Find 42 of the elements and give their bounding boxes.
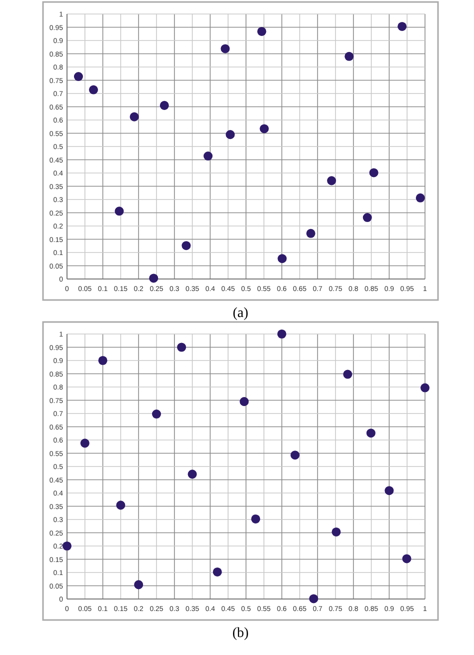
point	[182, 241, 191, 250]
point	[306, 228, 316, 238]
point	[88, 85, 98, 94]
point	[74, 72, 83, 82]
point	[160, 100, 169, 110]
point	[98, 356, 108, 366]
point	[152, 410, 162, 419]
point	[149, 274, 158, 283]
point	[188, 470, 197, 479]
text: (b)	[232, 626, 249, 641]
point	[290, 450, 300, 460]
text: (a)	[232, 306, 249, 321]
point	[402, 554, 412, 564]
point	[116, 500, 126, 510]
point	[362, 213, 372, 222]
point	[327, 176, 336, 186]
point	[260, 124, 269, 134]
point	[384, 486, 394, 496]
point	[277, 329, 286, 339]
point	[130, 112, 139, 122]
point	[369, 168, 378, 178]
point	[257, 26, 266, 36]
point	[62, 541, 72, 551]
point	[309, 594, 318, 604]
point	[278, 254, 287, 264]
point	[177, 342, 186, 352]
point	[134, 580, 144, 590]
point	[398, 22, 407, 31]
point	[212, 567, 222, 576]
point	[80, 438, 90, 448]
point	[204, 152, 213, 161]
point	[343, 370, 352, 379]
point	[240, 397, 249, 406]
point	[420, 383, 430, 392]
point	[416, 193, 425, 202]
point	[226, 130, 235, 140]
point	[251, 514, 260, 524]
point	[344, 52, 354, 61]
point	[366, 428, 376, 438]
point	[114, 206, 124, 216]
point	[332, 527, 341, 536]
point	[220, 44, 230, 54]
